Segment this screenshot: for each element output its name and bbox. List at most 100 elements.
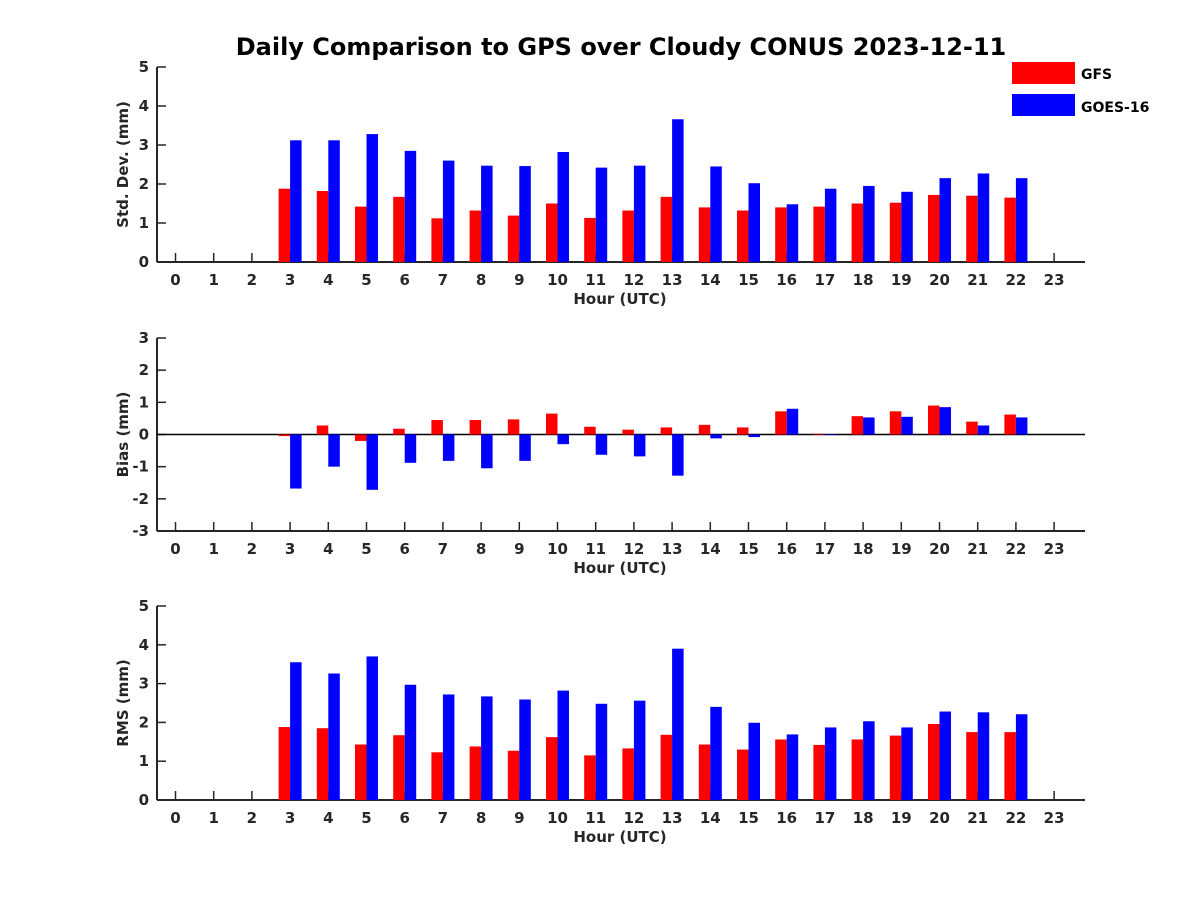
bias-xtick-label: 4: [323, 540, 333, 558]
rms-bar-gfs-hour-10: [546, 737, 558, 800]
rms-bar-goes16-hour-21: [977, 712, 990, 800]
rms-xtick-label: 21: [967, 809, 988, 827]
bias-xtick-label: 1: [208, 540, 218, 558]
bias-xtick-label: 16: [776, 540, 797, 558]
rms-bar-goes16-hour-14: [710, 706, 722, 800]
rms-bar-goes16-hour-9: [519, 699, 531, 800]
std-dev-xtick-label: 10: [547, 271, 568, 289]
bias-xtick-label: 2: [247, 540, 257, 558]
rms-xtick-label: 8: [476, 809, 486, 827]
bias-bar-gfs-hour-20: [928, 405, 940, 435]
legend: GFS GOES-16: [1012, 62, 1149, 116]
std-dev-bar-goes16-hour-9: [519, 166, 531, 262]
std-dev-xtick-label: 23: [1044, 271, 1065, 289]
bias-xtick-label: 9: [514, 540, 524, 558]
bias-bar-goes16-hour-8: [481, 434, 493, 469]
std-dev-bar-gfs-hour-4: [316, 191, 329, 262]
rms-ytick-label: 4: [139, 636, 149, 654]
std-dev-bar-gfs-hour-14: [698, 207, 711, 262]
rms-xtick-label: 18: [853, 809, 874, 827]
std-dev-bar-gfs-hour-6: [393, 196, 405, 262]
rms-xtick-label: 16: [776, 809, 797, 827]
std-dev-bar-gfs-hour-21: [966, 195, 978, 262]
std-dev-xtick-label: 9: [514, 271, 524, 289]
rms-bar-gfs-hour-22: [1004, 732, 1016, 800]
rms-xtick-label: 6: [399, 809, 409, 827]
rms-xtick-label: 13: [662, 809, 683, 827]
std-dev-bar-gfs-hour-12: [622, 210, 634, 262]
bias-bar-gfs-hour-22: [1004, 414, 1016, 435]
bias-ytick-label: -2: [132, 490, 149, 508]
std-dev-bar-goes16-hour-3: [290, 140, 302, 262]
bias-xtick-label: 17: [814, 540, 835, 558]
bias-bar-goes16-hour-16: [786, 408, 799, 435]
rms-bar-goes16-hour-4: [328, 673, 340, 800]
bias-bar-gfs-hour-9: [507, 419, 520, 435]
std-dev-bar-goes16-hour-18: [863, 185, 875, 262]
std-dev-xtick-label: 0: [170, 271, 180, 289]
std-dev-bar-gfs-hour-11: [584, 217, 596, 262]
bias-bar-goes16-hour-10: [557, 434, 569, 445]
bias-bar-goes16-hour-6: [404, 434, 417, 463]
std-dev-bar-goes16-hour-6: [404, 150, 417, 262]
rms-bar-gfs-hour-14: [698, 744, 711, 800]
bias-bar-gfs-hour-6: [393, 428, 405, 435]
legend-swatch-gfs: [1012, 62, 1075, 84]
bias-bar-goes16-hour-17: [824, 434, 837, 436]
std-dev-bar-goes16-hour-8: [481, 165, 493, 262]
bias-xtick-label: 5: [361, 540, 371, 558]
rms-xtick-label: 9: [514, 809, 524, 827]
std-dev-ytick-label: 2: [139, 175, 149, 193]
std-dev-bar-gfs-hour-13: [660, 196, 673, 262]
rms-xtick-label: 4: [323, 809, 333, 827]
rms-bar-gfs-hour-9: [507, 750, 520, 800]
bias-bar-goes16-hour-12: [633, 434, 646, 457]
chart-title: Daily Comparison to GPS over Cloudy CONU…: [236, 33, 1007, 61]
legend-swatch-goes16: [1012, 94, 1075, 116]
rms-bar-gfs-hour-17: [813, 744, 825, 800]
bias-ytick-label: 0: [139, 426, 149, 444]
rms-bar-goes16-hour-18: [863, 721, 875, 800]
rms-xtick-label: 12: [623, 809, 644, 827]
rms-bar-gfs-hour-3: [278, 727, 291, 800]
std-dev-bar-goes16-hour-16: [786, 204, 799, 262]
std-dev-bar-gfs-hour-15: [737, 210, 749, 262]
rms-bar-goes16-hour-19: [901, 727, 913, 800]
rms-xtick-label: 10: [547, 809, 568, 827]
std-dev-bar-goes16-hour-22: [1015, 178, 1028, 262]
legend-label-goes16: GOES-16: [1081, 100, 1149, 116]
bias-xtick-label: 19: [891, 540, 912, 558]
std-dev-bar-goes16-hour-19: [901, 191, 913, 262]
std-dev-bar-gfs-hour-10: [546, 203, 558, 262]
rms-x-axis-label: Hour (UTC): [573, 828, 666, 846]
rms-bar-gfs-hour-20: [928, 723, 940, 800]
rms-ytick-label: 0: [139, 791, 149, 809]
bias-bar-gfs-hour-12: [622, 429, 634, 435]
bias-xtick-label: 15: [738, 540, 759, 558]
std-dev-xtick-label: 13: [662, 271, 683, 289]
std-dev-xtick-label: 20: [929, 271, 950, 289]
std-dev-bar-goes16-hour-14: [710, 166, 722, 262]
rms-bar-gfs-hour-5: [355, 744, 367, 800]
std-dev-xtick-label: 5: [361, 271, 371, 289]
bias-ytick-label: 2: [139, 361, 149, 379]
bias-bar-goes16-hour-14: [710, 434, 722, 439]
bias-xtick-label: 22: [1005, 540, 1026, 558]
bias-bar-gfs-hour-16: [775, 411, 787, 435]
rms-bar-goes16-hour-22: [1015, 714, 1028, 800]
rms-bar-gfs-hour-4: [316, 728, 329, 800]
bias-bar-gfs-hour-8: [469, 420, 482, 435]
bias-bar-gfs-hour-10: [546, 413, 558, 435]
std-dev-ytick-label: 0: [139, 253, 149, 271]
bias-ytick-label: -1: [132, 458, 149, 476]
rms-bar-gfs-hour-15: [737, 749, 749, 800]
std-dev-xtick-label: 6: [399, 271, 409, 289]
std-dev-ytick-label: 3: [139, 136, 149, 154]
rms-y-axis-label: RMS (mm): [114, 659, 132, 746]
std-dev-ytick-label: 5: [139, 58, 149, 76]
bias-xtick-label: 12: [623, 540, 644, 558]
std-dev-bar-gfs-hour-22: [1004, 197, 1016, 262]
bias-bar-goes16-hour-20: [939, 407, 951, 435]
rms-xtick-label: 2: [247, 809, 257, 827]
